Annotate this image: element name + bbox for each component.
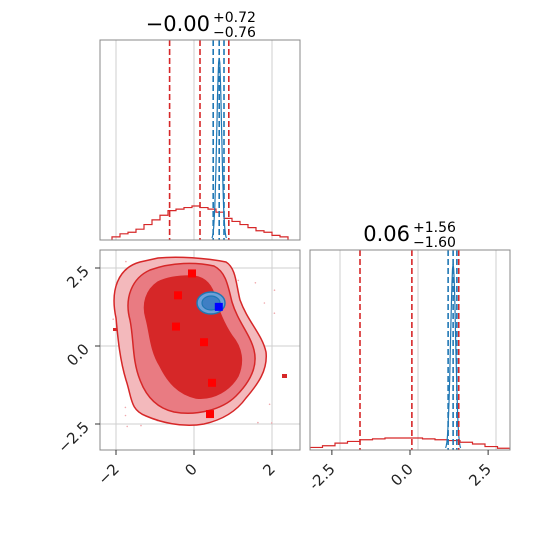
top-left-panel: −0.00 +0.72 −0.76 xyxy=(99,10,301,241)
br-x-tick-label: 0.0 xyxy=(387,460,417,490)
top-left-title-minus: −0.76 xyxy=(213,25,256,41)
top-left-title: −0.00 xyxy=(146,12,210,36)
scatter-points xyxy=(172,269,223,419)
scatter-point-5 xyxy=(206,410,214,419)
scatter-point-2 xyxy=(172,322,180,331)
top-left-quantile-lines xyxy=(168,40,230,240)
top-left-grid xyxy=(115,40,273,240)
bottom-right-title-value: 0.06 xyxy=(363,222,410,246)
bottom-right-grid xyxy=(339,250,497,450)
cloud-dot xyxy=(125,260,127,263)
cloud-dot xyxy=(257,421,259,424)
bottom-left-x-ticks: −2 0 2 xyxy=(94,450,279,488)
contour-outlier-2 xyxy=(282,374,287,378)
scatter-point-6 xyxy=(214,302,223,311)
bottom-right-posterior-histogram xyxy=(310,437,510,450)
cloud-dot xyxy=(124,406,127,409)
scatter-point-0 xyxy=(188,269,196,278)
bl-y-tick-label: 0.0 xyxy=(63,340,93,370)
bl-x-tick-label: 2 xyxy=(259,460,278,479)
cloud-dot xyxy=(126,425,128,428)
cloud-dot xyxy=(254,282,257,284)
bottom-left-y-ticks: 2.5 0.0 −2.5 xyxy=(54,262,100,457)
bl-x-tick-label: −2 xyxy=(94,460,122,488)
cloud-dot xyxy=(140,424,142,427)
cloud-dot xyxy=(124,414,127,417)
br-x-tick-label: -2.5 xyxy=(305,460,338,493)
cloud-dot xyxy=(270,422,273,424)
bottom-right-quantile-lines xyxy=(359,250,460,450)
contour-outlier-1 xyxy=(113,328,117,331)
bottom-right-panel: 0.06 +1.56 −1.60 -2.5 0.0 2.5 xyxy=(305,220,511,494)
top-left-title-value: −0.00 xyxy=(146,12,210,36)
bl-y-tick-label: −2.5 xyxy=(54,418,92,456)
bottom-right-x-ticks: -2.5 0.0 2.5 xyxy=(305,450,495,494)
br-x-tick-label: 2.5 xyxy=(465,460,495,490)
scatter-point-3 xyxy=(200,338,208,347)
cloud-dot xyxy=(263,302,266,304)
cloud-dot xyxy=(112,318,114,321)
bl-y-tick-label: 2.5 xyxy=(63,262,93,292)
scatter-point-1 xyxy=(174,291,182,300)
bl-x-tick-label: 0 xyxy=(181,460,200,479)
top-left-title-plus: +0.72 xyxy=(213,10,256,26)
bottom-right-title-minus: −1.60 xyxy=(413,235,456,251)
bottom-left-frame xyxy=(99,249,301,451)
cloud-dot xyxy=(273,312,276,315)
cloud-dot xyxy=(268,403,271,406)
top-left-frame xyxy=(99,39,301,241)
scatter-point-4 xyxy=(208,378,216,387)
cloud-dot xyxy=(237,279,240,282)
bottom-left-panel: −2 0 2 2.5 0.0 −2.5 xyxy=(54,249,301,488)
cloud-dot xyxy=(273,289,276,292)
bottom-right-title-plus: +1.56 xyxy=(413,220,456,236)
